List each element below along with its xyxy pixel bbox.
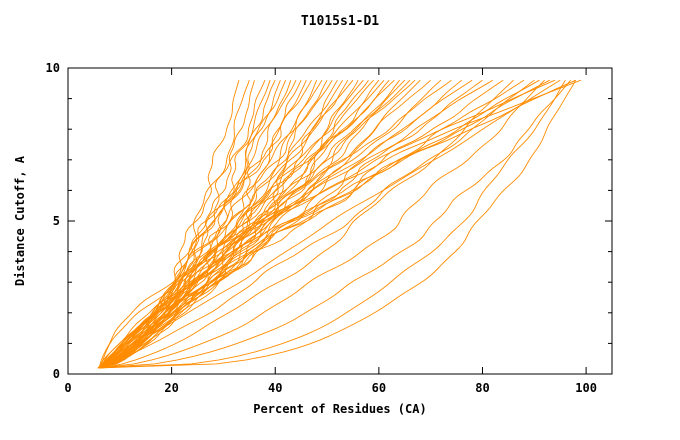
gdt-curve [99, 79, 364, 369]
y-tick-label: 0 [53, 367, 60, 381]
gdt-curve [98, 79, 354, 369]
gdt-curve [100, 79, 556, 368]
y-tick-label: 5 [53, 214, 60, 228]
gdt-curve [97, 80, 255, 369]
gdt-curve [101, 79, 514, 369]
gdt-curve [99, 79, 561, 369]
gdt-curve [100, 79, 576, 369]
x-tick-label: 80 [475, 381, 489, 395]
gdt-curve [99, 79, 571, 369]
gdt-curve [100, 79, 473, 369]
x-tick-label: 20 [164, 381, 178, 395]
gdt-curve [100, 79, 432, 369]
gdt-curve [100, 79, 380, 369]
gdt-curve [99, 79, 582, 368]
x-tick-label: 40 [268, 381, 282, 395]
gdt-curve [103, 79, 276, 369]
x-tick-label: 100 [575, 381, 597, 395]
gdt-curve [101, 79, 442, 369]
gdt-curve [100, 79, 577, 369]
gdt-curve [99, 79, 312, 369]
gdt-curve [99, 79, 349, 369]
chart-title: T1015s1-D1 [300, 14, 380, 29]
gdt-curve [99, 79, 566, 369]
gdt-curve [98, 80, 240, 369]
x-axis-label: Percent of Residues (CA) [253, 402, 427, 416]
y-tick-label: 10 [46, 61, 60, 75]
gdt-curve [101, 80, 250, 369]
x-tick-label: 60 [372, 381, 386, 395]
x-tick-label: 0 [64, 381, 71, 395]
gdt-curve [100, 79, 540, 369]
gdt-curve [98, 79, 551, 369]
gdt-curve [100, 79, 333, 369]
gdt-curve [99, 79, 545, 369]
gdt-curve [99, 79, 421, 369]
gdt-curve [100, 80, 297, 369]
